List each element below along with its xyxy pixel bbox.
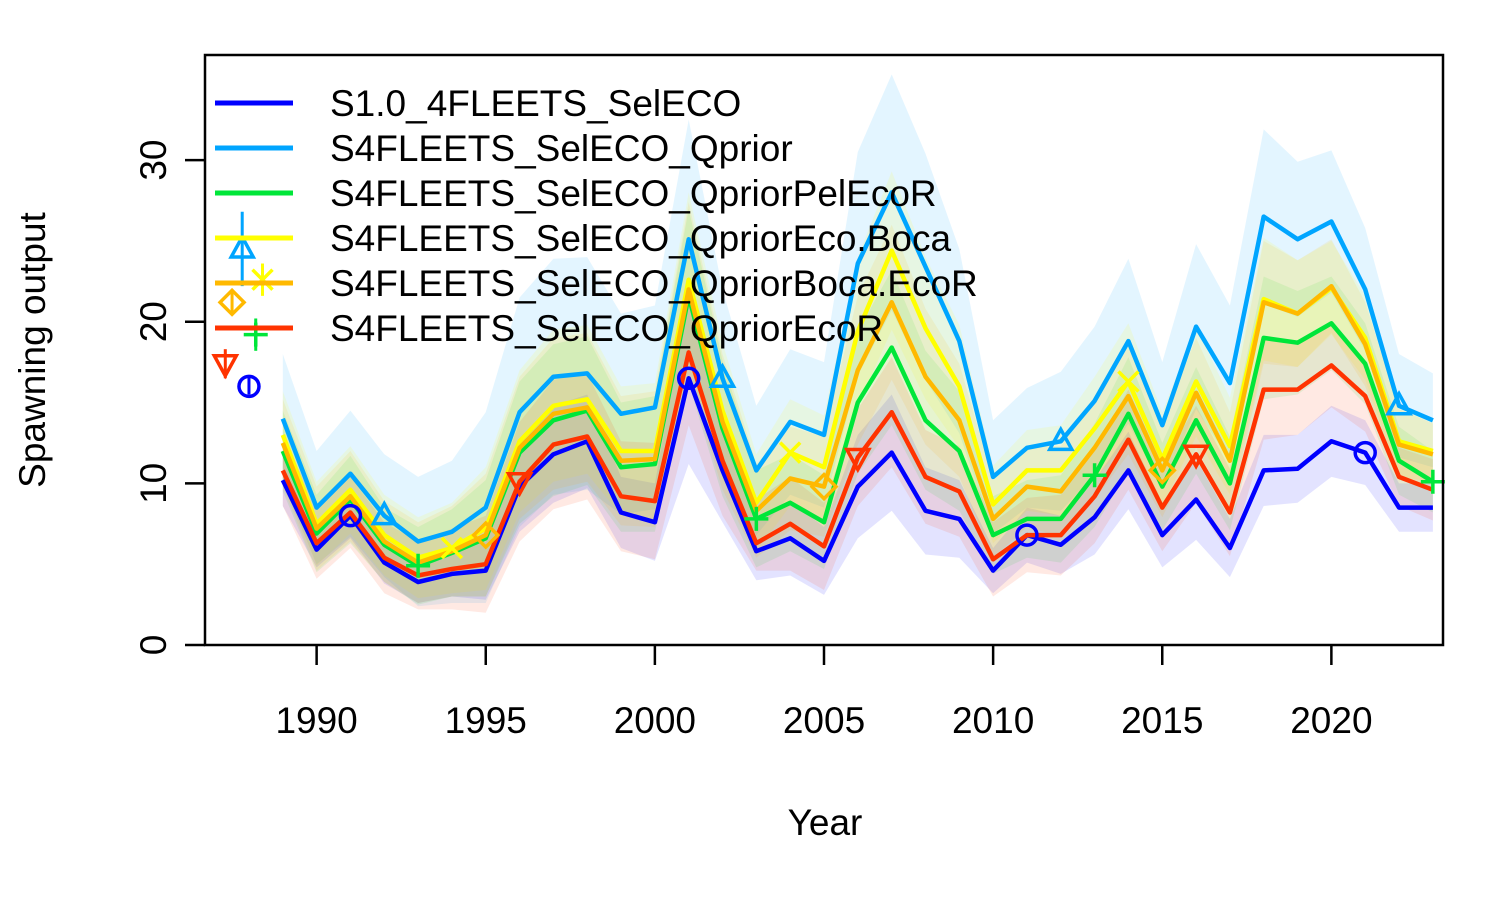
virgin-point-6	[211, 353, 240, 380]
x-tick-label: 2000	[614, 700, 696, 741]
series-lines	[280, 190, 1435, 585]
plot-frame	[203, 53, 1445, 647]
data-point	[1182, 444, 1211, 470]
series-line-1	[280, 376, 1433, 585]
data-point	[1385, 390, 1413, 416]
y-tick-label: 10	[133, 463, 174, 504]
virgin-point-2	[228, 233, 257, 259]
x-tick-label: 1990	[275, 700, 357, 741]
data-point	[843, 447, 872, 474]
x-tick-label: 2020	[1290, 700, 1372, 741]
y-tick-label: 30	[133, 139, 174, 180]
legend-label-3: S4FLEETS_SelECO_QpriorPelEcoR	[330, 173, 937, 214]
y-tick-label: 20	[133, 301, 174, 342]
data-point	[708, 362, 737, 389]
y-axis: 0 10 20 30	[133, 139, 205, 655]
confidence-band-4	[282, 171, 1433, 599]
legend: S1.0_4FLEETS_SelECOS4FLEETS_SelECO_Qprio…	[215, 83, 978, 349]
data-point	[440, 536, 464, 560]
y-tick-label: 0	[133, 635, 174, 656]
x-tick-label: 2010	[952, 700, 1034, 741]
data-point	[1420, 469, 1445, 494]
data-point	[1117, 370, 1140, 393]
data-point	[1147, 455, 1177, 485]
data-point	[471, 520, 501, 550]
legend-label-5: S4FLEETS_SelECO_QpriorBoca.EcoR	[330, 263, 978, 304]
series-line-2	[280, 190, 1434, 544]
data-point	[809, 472, 839, 502]
confidence-band-6	[282, 279, 1433, 613]
x-axis-title: Year	[788, 802, 863, 843]
virgin-point-1	[237, 374, 261, 399]
data-point	[1082, 463, 1107, 488]
x-tick-label: 2015	[1121, 700, 1203, 741]
data-point	[1015, 523, 1039, 547]
virgin-point-4	[251, 268, 274, 291]
data-point	[744, 506, 769, 531]
data-point	[1353, 440, 1377, 465]
data-point	[338, 503, 363, 528]
x-tick-label: 2005	[783, 700, 865, 741]
data-point	[676, 366, 701, 391]
y-axis-title: Spawning output	[12, 211, 53, 487]
virgin-point-5	[217, 287, 247, 317]
legend-label-4: S4FLEETS_SelECO_QpriorEco.Boca	[330, 218, 951, 259]
legend-label-6: S4FLEETS_SelECO_QpriorEcoR	[330, 308, 883, 349]
virgin-estimates	[211, 211, 274, 399]
x-axis: 1990 1995 2000 2005 2010 2015 2020	[275, 645, 1373, 741]
legend-label-2: S4FLEETS_SelECO_Qprior	[330, 128, 793, 169]
legend-label-1: S1.0_4FLEETS_SelECO	[330, 83, 741, 124]
series-markers	[338, 362, 1445, 578]
data-point	[370, 500, 399, 526]
series-line-6	[280, 350, 1434, 578]
x-tick-label: 1995	[445, 700, 527, 741]
data-point	[406, 553, 431, 578]
data-point	[1046, 425, 1075, 452]
data-point	[778, 441, 802, 464]
series-line-5	[280, 283, 1434, 565]
series-line-3	[280, 293, 1435, 569]
data-point	[505, 471, 534, 498]
